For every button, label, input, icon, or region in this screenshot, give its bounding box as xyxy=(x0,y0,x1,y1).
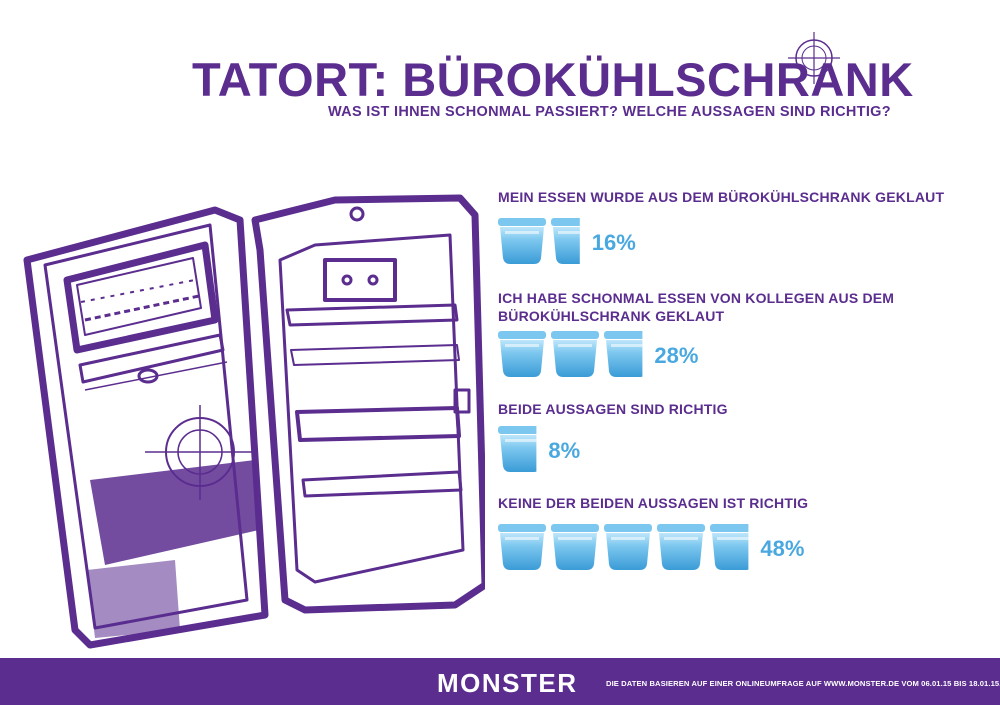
container-icon xyxy=(710,524,749,570)
page-subtitle: WAS IST IHNEN SCHONMAL PASSIERT? WELCHE … xyxy=(328,104,891,120)
percent-label: 48% xyxy=(760,536,804,561)
statement-4-label: KEINE DER BEIDEN AUSSAGEN IST RICHTIG xyxy=(498,495,809,511)
page-title: TATORT: BÜROKÜHLSCHRANK xyxy=(192,53,914,106)
footer-bar: MONSTER DIE DATEN BASIEREN AUF EINER ONL… xyxy=(0,658,1000,705)
container-icon xyxy=(498,426,537,472)
container-icon xyxy=(604,524,652,570)
statement-3-label: BEIDE AUSSAGEN SIND RICHTIG xyxy=(498,401,728,417)
container-icon xyxy=(498,218,546,264)
source-note: DIE DATEN BASIEREN AUF EINER ONLINEUMFRA… xyxy=(606,679,1000,688)
monster-logo: MONSTER xyxy=(437,668,578,698)
statement-1-label: MEIN ESSEN WURDE AUS DEM BÜROKÜHLSCHRANK… xyxy=(498,189,945,205)
crosshair-icon xyxy=(788,32,840,84)
percent-label: 8% xyxy=(548,438,580,463)
container-icon xyxy=(551,524,599,570)
container-icon xyxy=(498,331,546,377)
container-icon xyxy=(551,331,599,377)
percent-label: 28% xyxy=(654,343,698,368)
fridge-illustration xyxy=(23,194,485,649)
container-icon xyxy=(604,331,643,377)
percent-label: 16% xyxy=(592,230,636,255)
statement-2-label: ICH HABE SCHONMAL ESSEN VON KOLLEGEN AUS… xyxy=(498,290,895,324)
container-icon xyxy=(657,524,705,570)
container-icon xyxy=(498,524,546,570)
container-icon xyxy=(551,218,580,264)
